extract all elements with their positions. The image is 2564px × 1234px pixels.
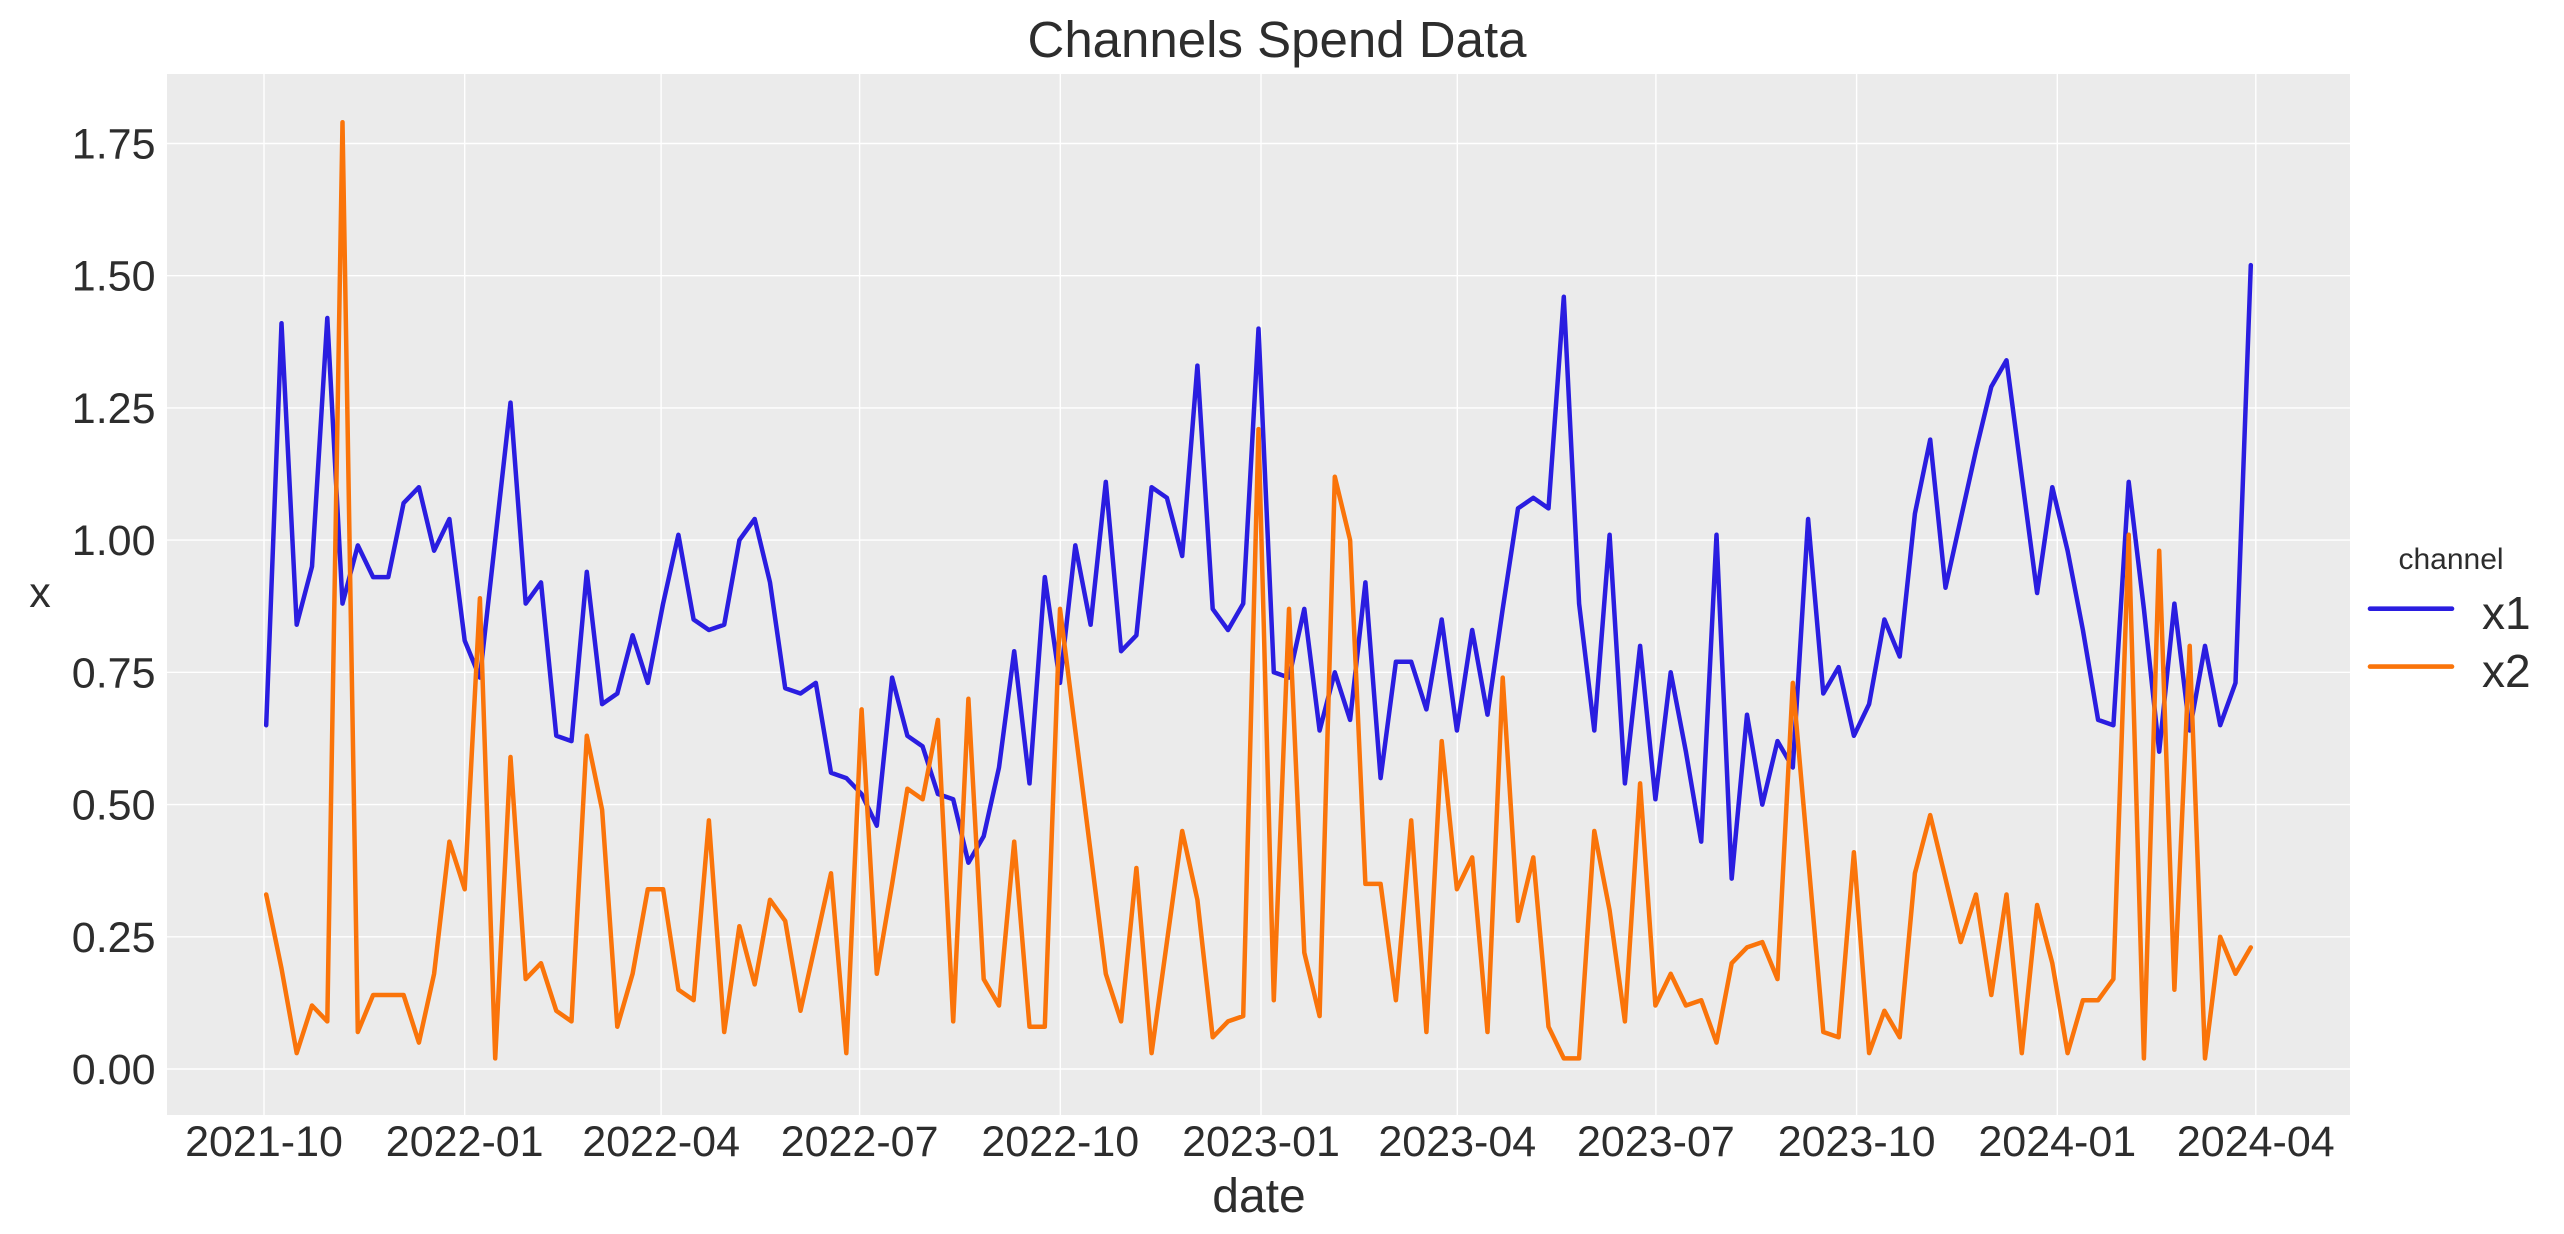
svg-text:2021-10: 2021-10 [185,1118,343,1166]
svg-text:date: date [1212,1170,1305,1223]
svg-text:2024-01: 2024-01 [1978,1118,2136,1166]
svg-text:0.25: 0.25 [72,914,156,962]
svg-text:2022-01: 2022-01 [386,1118,544,1166]
svg-text:2023-10: 2023-10 [1778,1118,1936,1166]
svg-text:x1: x1 [2482,587,2531,639]
svg-text:2023-01: 2023-01 [1182,1118,1340,1166]
svg-text:2022-07: 2022-07 [781,1118,939,1166]
svg-text:0.00: 0.00 [72,1046,156,1094]
svg-text:1.75: 1.75 [72,121,156,169]
svg-text:channel: channel [2398,543,2503,576]
svg-text:0.75: 0.75 [72,649,156,697]
svg-text:2022-10: 2022-10 [981,1118,1139,1166]
svg-text:2024-04: 2024-04 [2177,1118,2335,1166]
svg-text:0.50: 0.50 [72,782,156,830]
svg-text:2023-04: 2023-04 [1378,1118,1536,1166]
svg-text:x2: x2 [2482,645,2531,697]
svg-text:1.00: 1.00 [72,517,156,565]
svg-text:Channels Spend Data: Channels Spend Data [1027,11,1527,68]
svg-text:2023-07: 2023-07 [1577,1118,1735,1166]
svg-text:x: x [29,569,51,617]
svg-text:1.50: 1.50 [72,253,156,301]
svg-text:2022-04: 2022-04 [582,1118,740,1166]
svg-text:1.25: 1.25 [72,385,156,433]
